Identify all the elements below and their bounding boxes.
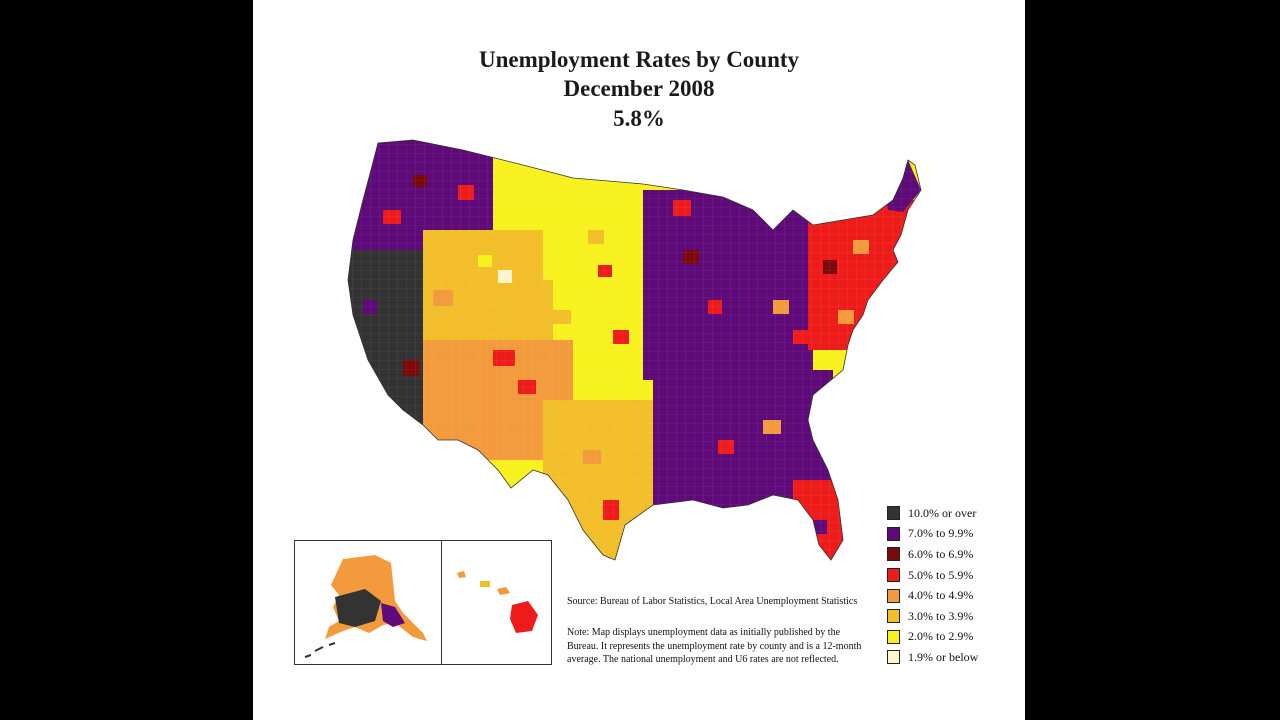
legend-label: 10.0% or over (908, 505, 977, 520)
alaska-map (304, 555, 427, 658)
legend-item: 1.9% or below (887, 647, 978, 668)
legend-item: 7.0% to 9.9% (887, 524, 978, 545)
legend-item: 3.0% to 3.9% (887, 606, 978, 627)
alaska-hawaii-inset (294, 540, 552, 665)
legend-item: 10.0% or over (887, 503, 978, 524)
legend-label: 1.9% or below (908, 649, 979, 664)
hawaii-map (457, 571, 538, 633)
legend-swatch (887, 568, 900, 583)
legend-item: 6.0% to 6.9% (887, 544, 978, 565)
legend-item: 5.0% to 5.9% (887, 565, 978, 586)
legend-swatch (887, 609, 900, 624)
map-subtitle-date: December 2008 (563, 76, 715, 101)
hawaii-island-maui (497, 587, 510, 595)
us-outline (347, 139, 922, 561)
legend-swatch (887, 650, 900, 665)
slide-canvas: Unemployment Rates by County December 20… (253, 0, 1025, 720)
legend-swatch (887, 526, 900, 541)
source-text: Source: Bureau of Labor Statistics, Loca… (567, 596, 858, 607)
hawaii-island-oahu (480, 581, 490, 587)
legend-label: 4.0% to 4.9% (908, 588, 974, 603)
legend-label: 6.0% to 6.9% (908, 546, 974, 561)
legend-item: 4.0% to 4.9% (887, 585, 978, 606)
legend-swatch (887, 588, 900, 603)
legend-swatch (887, 506, 900, 521)
legend-label: 3.0% to 3.9% (908, 608, 974, 623)
inset-divider (441, 541, 442, 664)
hawaii-island-big (510, 601, 538, 633)
legend-label: 2.0% to 2.9% (908, 629, 974, 644)
hawaii-island-kauai (457, 571, 466, 578)
legend-label: 5.0% to 5.9% (908, 567, 974, 582)
note-text: Note: Map displays unemployment data as … (567, 627, 862, 665)
map-title: Unemployment Rates by County (478, 47, 800, 72)
legend: 10.0% or over 7.0% to 9.9% 6.0% to 6.9% 5.0… (887, 503, 978, 668)
legend-swatch (887, 547, 900, 562)
legend-item: 2.0% to 2.9% (887, 627, 978, 648)
legend-swatch (887, 629, 900, 644)
us-county-map (347, 139, 922, 561)
map-subtitle-rate: 5.8% (613, 106, 665, 131)
legend-label: 7.0% to 9.9% (908, 526, 974, 541)
